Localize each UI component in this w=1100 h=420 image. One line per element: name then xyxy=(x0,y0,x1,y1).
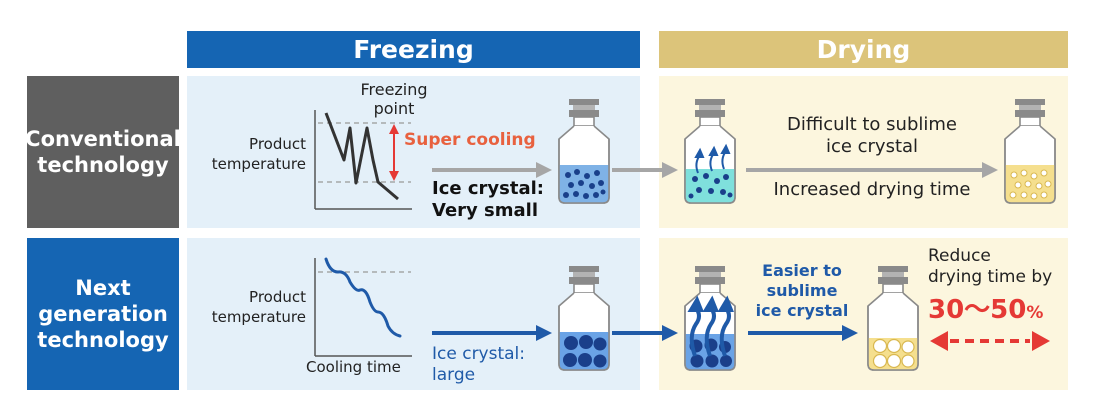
vial-icon xyxy=(867,265,919,371)
difficult-sublime-label: Difficult to sublime ice crystal xyxy=(752,114,992,158)
vial-icon xyxy=(1004,98,1056,204)
arrow-right-icon xyxy=(748,325,858,341)
easier-sublime-line3: ice crystal xyxy=(755,301,849,320)
freezing-point-line1: Freezing xyxy=(360,80,428,99)
difficult-sublime-line2: ice crystal xyxy=(825,136,919,157)
vial-icon xyxy=(558,265,610,371)
graph-ylabel-conventional-line2: temperature xyxy=(211,155,306,173)
row-label-next: Next generation technology xyxy=(27,238,179,390)
easier-sublime-label: Easier to sublime ice crystal xyxy=(742,261,862,321)
freezing-point-line2: point xyxy=(373,99,415,118)
reduce-drying-line2: drying time by xyxy=(928,267,1053,287)
reduction-percentage: 30〜50% xyxy=(928,289,1043,326)
row-label-conventional: Conventional technology xyxy=(25,76,181,228)
arrow-right-icon xyxy=(432,325,552,341)
graph-ylabel-next-line2: temperature xyxy=(211,308,306,326)
freezing-header: Freezing xyxy=(187,31,640,68)
arrow-right-icon xyxy=(746,162,998,178)
ice-crystal-large-label: Ice crystal: large xyxy=(432,344,525,386)
drying-header: Drying xyxy=(659,31,1068,68)
vapor-arrow-icon xyxy=(687,295,734,357)
graph-xlabel-next: Cooling time xyxy=(306,358,401,376)
reduce-drying-line1: Reduce xyxy=(928,246,991,266)
row-label-next-line1: Next xyxy=(75,276,131,300)
ice-crystal-large-line1: Ice crystal: xyxy=(432,344,526,364)
arrow-right-icon xyxy=(612,162,678,178)
row-label-conventional-line2: technology xyxy=(37,153,169,177)
reduce-drying-label: Reduce drying time by xyxy=(928,246,1052,288)
arrow-right-icon xyxy=(432,162,552,178)
temperature-graph-conventional xyxy=(314,110,412,210)
graph-ylabel-next: Product temperature xyxy=(210,287,306,327)
graph-ylabel-conventional-line1: Product xyxy=(249,135,306,153)
arrow-right-icon xyxy=(612,325,678,341)
vapor-arrow-icon xyxy=(694,143,731,174)
super-cooling-label: Super cooling xyxy=(404,130,536,150)
graph-ylabel-next-line1: Product xyxy=(249,288,306,306)
ice-crystal-small-line1: Ice crystal: xyxy=(432,178,544,199)
row-label-conventional-line1: Conventional xyxy=(25,127,181,151)
row-label-next-line2: generation xyxy=(38,302,168,326)
graph-ylabel-conventional: Product temperature xyxy=(210,134,306,174)
ice-crystal-small-label: Ice crystal: Very small xyxy=(432,178,544,222)
reduction-value: 30〜50 xyxy=(928,295,1027,325)
temperature-graph-next xyxy=(314,257,412,357)
vial-icon xyxy=(684,98,736,204)
vial-icon xyxy=(684,265,736,371)
row-label-next-line3: technology xyxy=(37,328,169,352)
easier-sublime-line2: sublime xyxy=(766,281,838,300)
reduction-unit: % xyxy=(1026,303,1044,323)
vial-icon xyxy=(558,98,610,204)
ice-crystal-large-line2: large xyxy=(432,365,476,385)
ice-crystal-small-line2: Very small xyxy=(432,200,538,221)
easier-sublime-line1: Easier to xyxy=(762,261,842,280)
difficult-sublime-line1: Difficult to sublime xyxy=(787,114,957,135)
increased-drying-time-label: Increased drying time xyxy=(773,179,971,200)
double-arrow-icon xyxy=(930,331,1050,351)
freezing-point-label: Freezing point xyxy=(352,80,436,118)
